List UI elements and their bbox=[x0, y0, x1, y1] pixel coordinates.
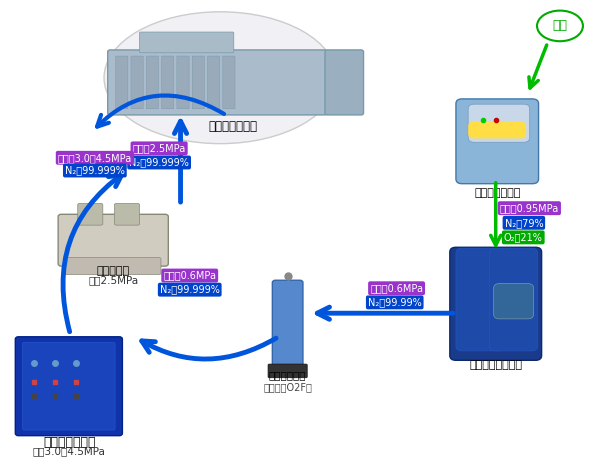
FancyBboxPatch shape bbox=[58, 214, 168, 266]
FancyBboxPatch shape bbox=[456, 248, 504, 351]
FancyBboxPatch shape bbox=[15, 337, 122, 436]
Text: 圧力：3.0～4.5MPa: 圧力：3.0～4.5MPa bbox=[58, 153, 132, 163]
FancyBboxPatch shape bbox=[116, 56, 128, 109]
Text: 圧力：0.6MPa: 圧力：0.6MPa bbox=[370, 283, 423, 293]
FancyBboxPatch shape bbox=[490, 248, 537, 351]
FancyBboxPatch shape bbox=[325, 50, 364, 115]
FancyBboxPatch shape bbox=[456, 99, 539, 184]
Text: 圧力：0.6MPa: 圧力：0.6MPa bbox=[163, 270, 216, 281]
Text: N₂：99.999%: N₂：99.999% bbox=[129, 157, 189, 168]
Text: N₂：99.999%: N₂：99.999% bbox=[160, 284, 220, 295]
FancyBboxPatch shape bbox=[23, 342, 115, 430]
Text: 圧力3.0～4.5MPa: 圧力3.0～4.5MPa bbox=[32, 447, 106, 456]
FancyBboxPatch shape bbox=[131, 56, 143, 109]
Text: 圧力2.5MPa: 圧力2.5MPa bbox=[88, 276, 138, 285]
Text: N₂：79%: N₂：79% bbox=[504, 218, 543, 228]
FancyBboxPatch shape bbox=[223, 56, 235, 109]
Text: 高圧ブースター: 高圧ブースター bbox=[43, 436, 95, 449]
Text: 鉄粉方式O2F型: 鉄粉方式O2F型 bbox=[263, 382, 312, 392]
FancyBboxPatch shape bbox=[468, 104, 529, 142]
Text: 窒素ガス発生装置: 窒素ガス発生装置 bbox=[469, 360, 522, 370]
Ellipse shape bbox=[537, 11, 583, 41]
FancyBboxPatch shape bbox=[493, 284, 534, 319]
Text: レーザー加工機: レーザー加工機 bbox=[208, 120, 257, 133]
Text: 圧力：2.5MPa: 圧力：2.5MPa bbox=[132, 143, 186, 154]
FancyBboxPatch shape bbox=[177, 56, 189, 109]
FancyBboxPatch shape bbox=[114, 203, 140, 225]
FancyBboxPatch shape bbox=[192, 56, 204, 109]
Text: ブースター: ブースター bbox=[97, 266, 130, 276]
Text: コンプレッサー: コンプレッサー bbox=[474, 188, 521, 198]
FancyBboxPatch shape bbox=[468, 122, 526, 138]
Text: 圧力：0.95MPa: 圧力：0.95MPa bbox=[500, 203, 559, 213]
FancyBboxPatch shape bbox=[78, 203, 103, 225]
FancyBboxPatch shape bbox=[450, 247, 542, 360]
FancyBboxPatch shape bbox=[65, 258, 161, 275]
FancyBboxPatch shape bbox=[140, 32, 234, 53]
FancyBboxPatch shape bbox=[108, 50, 327, 115]
Text: 大気: 大気 bbox=[553, 19, 567, 32]
FancyBboxPatch shape bbox=[207, 56, 220, 109]
FancyBboxPatch shape bbox=[268, 364, 307, 378]
Text: 酸素吸収装置: 酸素吸収装置 bbox=[269, 370, 307, 380]
Text: N₂：99.99%: N₂：99.99% bbox=[368, 297, 422, 308]
FancyBboxPatch shape bbox=[272, 280, 303, 370]
FancyBboxPatch shape bbox=[146, 56, 159, 109]
FancyBboxPatch shape bbox=[162, 56, 174, 109]
Ellipse shape bbox=[104, 12, 337, 144]
Text: O₂：21%: O₂：21% bbox=[504, 232, 543, 243]
Text: N₂：99.999%: N₂：99.999% bbox=[65, 165, 125, 176]
